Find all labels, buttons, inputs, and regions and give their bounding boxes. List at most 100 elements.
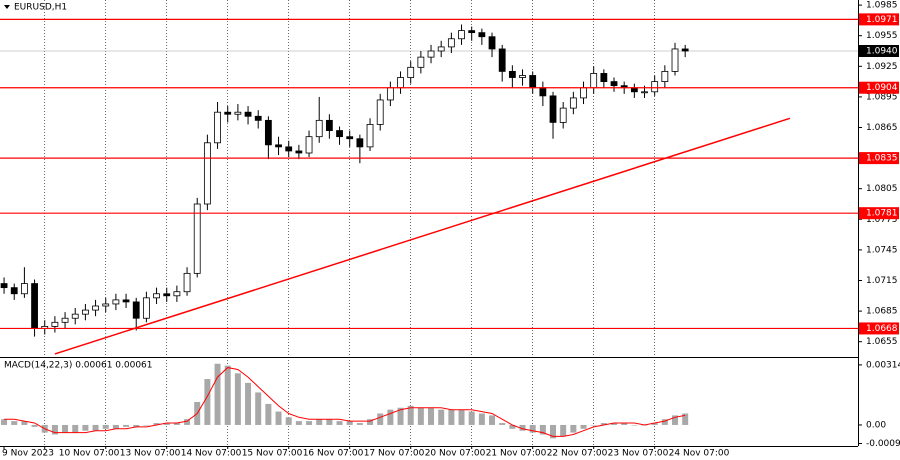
candle-body	[488, 36, 496, 50]
candle-body	[600, 73, 608, 83]
candle-body	[376, 99, 384, 125]
macd-bar	[621, 423, 628, 425]
macd-bar	[570, 424, 577, 433]
macd-bar	[580, 424, 587, 429]
time-tick-label: 23 Nov 07:00	[608, 449, 669, 459]
candle-body	[397, 77, 404, 89]
macd-bar	[682, 413, 689, 425]
candle-body	[539, 87, 547, 97]
macd-bar	[316, 419, 323, 425]
candle-body	[153, 293, 160, 299]
macd-bar	[62, 424, 69, 433]
macd-bar	[234, 373, 241, 425]
macd-bar	[275, 411, 282, 425]
time-tick-label: 15 Nov 07:00	[242, 449, 303, 459]
macd-bar	[631, 424, 638, 426]
macd-bar	[529, 424, 536, 433]
candle-body	[580, 87, 587, 99]
macd-bar	[123, 424, 130, 427]
macd-bar	[397, 407, 404, 425]
candle-body	[31, 283, 38, 329]
candle-body	[10, 287, 18, 295]
level-label: 1.0835	[866, 154, 898, 164]
macd-bar	[133, 424, 140, 427]
macd-bar	[82, 424, 89, 431]
macd-bar	[661, 419, 668, 425]
macd-bar	[550, 424, 557, 439]
candle-body	[20, 283, 28, 295]
macd-bar	[245, 382, 252, 425]
macd-bar	[468, 411, 475, 425]
macd-bar	[600, 423, 607, 425]
candle-body	[305, 136, 313, 154]
macd-bar	[590, 424, 597, 426]
candle-body	[569, 97, 577, 109]
macd-bar	[448, 409, 455, 425]
macd-bar	[184, 419, 191, 425]
candle-body	[407, 66, 415, 78]
candle-body	[417, 56, 425, 68]
candle-body	[458, 30, 465, 40]
candle-body	[132, 301, 140, 319]
macd-bar	[367, 419, 374, 425]
macd-bar	[651, 423, 658, 425]
candle-body	[214, 111, 221, 144]
macd-bar	[255, 392, 262, 425]
macd-bar	[407, 405, 414, 425]
macd-bar	[143, 424, 150, 426]
candle-body	[437, 46, 445, 52]
current-price-box	[859, 45, 899, 57]
candle-body	[244, 111, 252, 117]
price-tick-label: 1.0895	[866, 92, 898, 102]
macd-bar	[112, 424, 119, 429]
macd-bar	[72, 424, 79, 433]
price-tick-label: 1.0955	[866, 31, 898, 41]
macd-bar	[489, 415, 496, 425]
candle-body	[295, 150, 303, 154]
macd-bar	[428, 407, 435, 425]
candle-body	[498, 48, 506, 72]
candle-body	[122, 299, 130, 303]
macd-bar	[173, 423, 180, 425]
candle-body	[447, 38, 455, 48]
macd-bar	[377, 413, 384, 425]
macd-bar	[478, 413, 485, 425]
candle-body	[173, 291, 181, 297]
level-label-box	[859, 13, 899, 26]
level-label: 1.0781	[866, 209, 898, 219]
macd-bar	[295, 421, 302, 425]
macd-bar	[539, 424, 546, 435]
candle-body	[590, 73, 598, 89]
candle-body	[325, 119, 333, 131]
macd-bar	[51, 424, 58, 435]
candle-body	[468, 30, 476, 34]
candle-body	[549, 95, 557, 123]
candle-body	[102, 303, 110, 307]
candle-body	[336, 130, 343, 138]
time-tick-label: 22 Nov 07:00	[547, 449, 608, 459]
macd-bar	[265, 403, 272, 425]
macd-bar	[92, 424, 99, 431]
time-tick-label: 13 Nov 07:00	[120, 449, 181, 459]
candle-body	[142, 297, 150, 319]
time-tick-label: 16 Nov 07:00	[303, 449, 364, 459]
macd-label: MACD(14,22,3) 0.00061 0.00061	[4, 361, 153, 371]
macd-tick-label: -0.00097	[866, 439, 900, 449]
candle-body	[254, 115, 262, 121]
candle-body	[346, 136, 354, 140]
trendline	[54, 117, 791, 355]
candle-body	[112, 299, 120, 305]
macd-bar	[285, 417, 292, 425]
macd-bar	[499, 423, 506, 425]
macd-bar	[672, 415, 679, 425]
macd-bar	[458, 409, 465, 425]
macd-bar	[346, 421, 353, 425]
price-tick-label: 1.0925	[866, 62, 898, 72]
macd-bar	[326, 419, 333, 425]
candle-body	[285, 146, 293, 152]
candle-body	[183, 272, 191, 293]
candle-body	[71, 313, 79, 319]
price-tick-label: 1.0685	[866, 307, 898, 317]
